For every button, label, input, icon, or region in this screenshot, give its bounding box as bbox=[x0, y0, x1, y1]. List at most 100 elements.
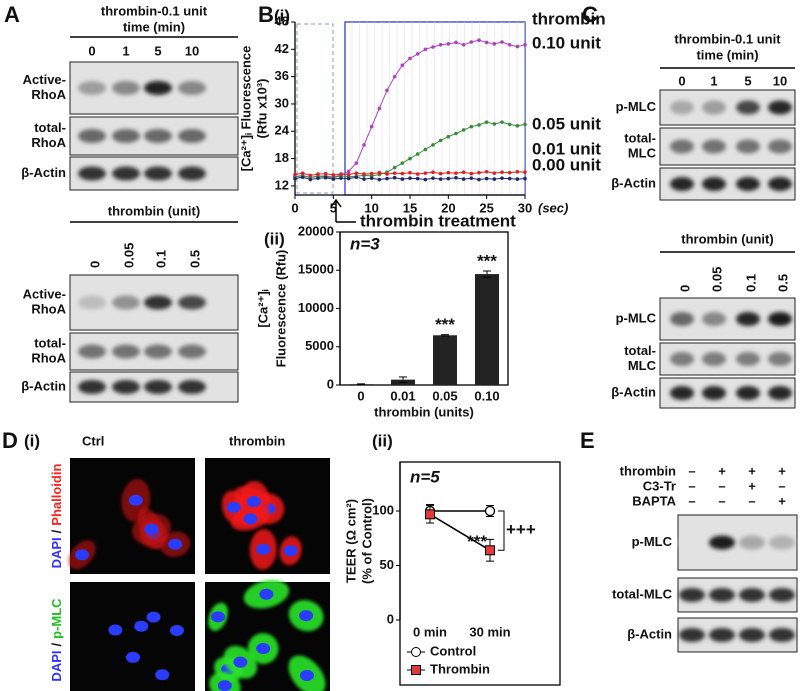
marker bbox=[408, 156, 412, 161]
row-label: DAPI / Phalloidin bbox=[49, 464, 64, 569]
row-label: RhoA bbox=[31, 350, 66, 365]
panel-letter: D bbox=[2, 428, 18, 453]
comparison: +++ bbox=[506, 520, 536, 539]
blot-header: thrombin-0.1 unit bbox=[101, 3, 208, 18]
row-label: β-Actin bbox=[611, 384, 656, 399]
x-axis-unit: (sec) bbox=[538, 200, 568, 215]
condition-sign: + bbox=[778, 463, 786, 478]
blot-band bbox=[739, 588, 765, 602]
blot-band bbox=[736, 177, 760, 191]
marker bbox=[500, 170, 504, 175]
marker bbox=[507, 122, 512, 127]
legend-marker bbox=[411, 665, 421, 675]
y-axis-label: Fluorescence (Rfu) bbox=[273, 250, 288, 368]
marker bbox=[369, 171, 374, 176]
blot-band bbox=[736, 139, 760, 154]
marker bbox=[484, 40, 489, 45]
marker bbox=[415, 152, 420, 156]
marker bbox=[477, 38, 481, 43]
marker bbox=[400, 177, 405, 181]
column-label: thrombin bbox=[229, 433, 285, 448]
marker bbox=[492, 177, 497, 181]
blot-band bbox=[178, 166, 206, 181]
nucleus bbox=[243, 513, 258, 525]
row-label: RhoA bbox=[31, 135, 66, 150]
marker bbox=[362, 177, 366, 181]
lane-label: 0 bbox=[678, 73, 685, 88]
marker bbox=[507, 176, 512, 181]
blot-band bbox=[768, 386, 792, 400]
x-axis-label: thrombin (units) bbox=[374, 404, 474, 419]
blot-band bbox=[768, 177, 792, 191]
nucleus bbox=[144, 523, 159, 535]
blot-band bbox=[112, 166, 140, 181]
marker bbox=[523, 170, 527, 175]
x-tick-label: 0 min bbox=[413, 624, 447, 639]
lane-label: 0.05 bbox=[121, 243, 136, 268]
bar bbox=[433, 335, 457, 385]
blot-band bbox=[769, 588, 795, 602]
marker bbox=[423, 47, 428, 52]
x-tick-label: 25 bbox=[479, 200, 493, 215]
y-axis-label: [Ca²⁺]ᵢ bbox=[255, 289, 270, 327]
row-label: RhoA bbox=[31, 301, 66, 316]
marker bbox=[362, 172, 366, 176]
marker bbox=[354, 175, 359, 180]
marker bbox=[425, 509, 435, 520]
marker bbox=[438, 177, 443, 181]
y-tick-label: 100 bbox=[372, 502, 394, 517]
blot-band bbox=[769, 628, 795, 642]
marker bbox=[346, 172, 351, 177]
marker bbox=[369, 124, 374, 129]
row-label: p-MLC bbox=[632, 534, 673, 549]
annotation-arrow bbox=[330, 198, 356, 223]
condition-sign: – bbox=[718, 493, 725, 508]
panel-letter: A bbox=[4, 2, 20, 27]
legend-entry: Control bbox=[430, 643, 476, 658]
row-label: MLC bbox=[628, 145, 657, 160]
marker bbox=[293, 176, 297, 181]
marker bbox=[461, 177, 466, 181]
marker bbox=[492, 42, 497, 46]
blot-band bbox=[702, 312, 726, 326]
blot-band bbox=[769, 535, 795, 550]
row-label-part: p-MLC bbox=[49, 598, 64, 639]
legend-entry: 0.01 unit bbox=[532, 139, 601, 158]
panel-sub: (i) bbox=[274, 6, 290, 25]
panel-sub: (i) bbox=[24, 431, 40, 450]
marker bbox=[377, 177, 382, 182]
blot-band bbox=[144, 81, 172, 95]
marker bbox=[362, 143, 366, 147]
marker bbox=[331, 177, 336, 181]
y-tick-label: 10000 bbox=[298, 300, 334, 315]
marker bbox=[454, 131, 458, 136]
marker bbox=[385, 176, 389, 181]
blot-band bbox=[670, 352, 694, 366]
x-tick-label: 0.10 bbox=[474, 388, 499, 403]
marker bbox=[507, 42, 512, 47]
marker bbox=[392, 165, 397, 170]
marker bbox=[438, 138, 443, 143]
marker bbox=[423, 177, 428, 182]
cells bbox=[108, 611, 184, 681]
row-label: total- bbox=[34, 120, 66, 135]
marker bbox=[484, 505, 496, 517]
condition-sign: – bbox=[688, 478, 695, 493]
lane-label: 0 bbox=[677, 285, 692, 292]
y-tick-label: 5000 bbox=[305, 338, 334, 353]
condition-label: thrombin bbox=[620, 463, 676, 478]
lane-label: 0.1 bbox=[153, 250, 168, 268]
marker bbox=[523, 122, 527, 127]
marker bbox=[293, 172, 297, 177]
blot-band bbox=[670, 312, 694, 326]
marker bbox=[484, 169, 489, 174]
marker bbox=[369, 176, 374, 180]
nucleus bbox=[256, 643, 271, 655]
row-label: β-Actin bbox=[21, 165, 66, 180]
marker bbox=[484, 120, 489, 124]
comparison-bracket bbox=[498, 510, 505, 551]
nucleus bbox=[168, 538, 183, 550]
y-axis-label: TEER (Ω cm²) bbox=[343, 499, 358, 583]
row-label: total- bbox=[624, 130, 656, 145]
blot-band bbox=[78, 380, 106, 394]
